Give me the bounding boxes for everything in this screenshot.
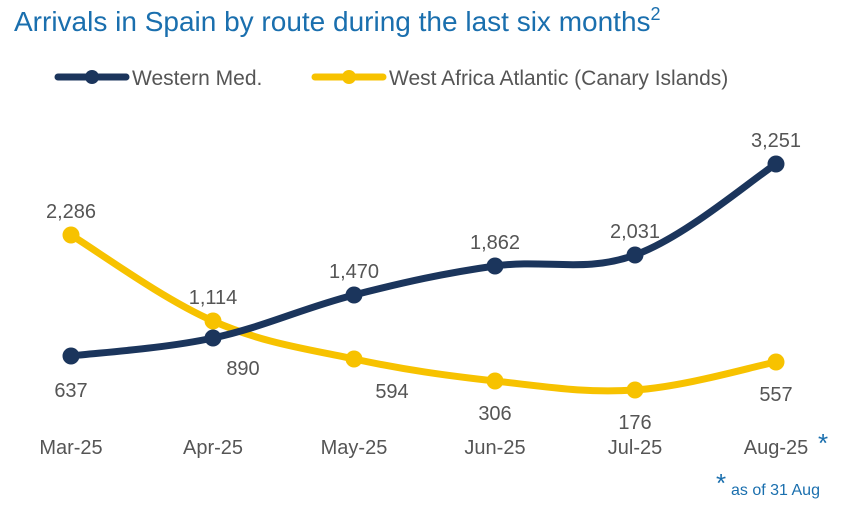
data-label-0: 890 xyxy=(226,358,259,380)
data-point-1 xyxy=(62,226,80,244)
data-label-0: 3,251 xyxy=(751,130,801,152)
legend-label-1: West Africa Atlantic (Canary Islands) xyxy=(389,67,728,90)
data-label-1: 557 xyxy=(759,384,792,406)
data-label-1: 1,114 xyxy=(189,287,238,309)
data-label-0: 637 xyxy=(54,380,87,402)
footnote-marker: * xyxy=(716,468,727,498)
chart-title-text: Arrivals in Spain by route during the la… xyxy=(14,6,651,37)
x-tick-label: Jul-25 xyxy=(608,437,662,459)
aug-footnote-marker: * xyxy=(818,428,829,458)
title-superscript: 2 xyxy=(650,4,661,24)
data-point-1 xyxy=(345,350,363,368)
data-point-0 xyxy=(62,347,80,365)
data-point-0 xyxy=(626,246,644,264)
series-line-0 xyxy=(67,160,780,360)
data-label-1: 594 xyxy=(375,381,408,403)
x-tick-label: Mar-25 xyxy=(39,437,102,459)
data-label-0: 1,862 xyxy=(470,232,520,254)
data-point-0 xyxy=(486,257,504,275)
data-point-0 xyxy=(767,155,785,173)
x-tick-label: Jun-25 xyxy=(464,437,525,459)
footnote-text: as of 31 Aug xyxy=(731,482,820,499)
data-label-0: 1,470 xyxy=(329,261,379,283)
data-label-1: 306 xyxy=(478,403,511,425)
legend-marker-0 xyxy=(85,70,99,84)
data-point-1 xyxy=(486,372,504,390)
data-point-0 xyxy=(345,286,363,304)
x-tick-label: May-25 xyxy=(321,437,388,459)
x-tick-label: Apr-25 xyxy=(183,437,243,459)
legend-label-0: Western Med. xyxy=(132,67,262,90)
data-point-0 xyxy=(204,329,222,347)
data-label-1: 2,286 xyxy=(46,201,96,223)
legend-marker-1 xyxy=(342,70,356,84)
data-label-1: 176 xyxy=(618,412,651,434)
x-tick-label: Aug-25 xyxy=(744,437,809,459)
data-label-0: 2,031 xyxy=(610,221,660,243)
data-point-1 xyxy=(204,312,222,330)
data-point-1 xyxy=(626,381,644,399)
chart-title: Arrivals in Spain by route during the la… xyxy=(14,4,661,38)
data-point-1 xyxy=(767,353,785,371)
series-line-1 xyxy=(67,231,780,395)
